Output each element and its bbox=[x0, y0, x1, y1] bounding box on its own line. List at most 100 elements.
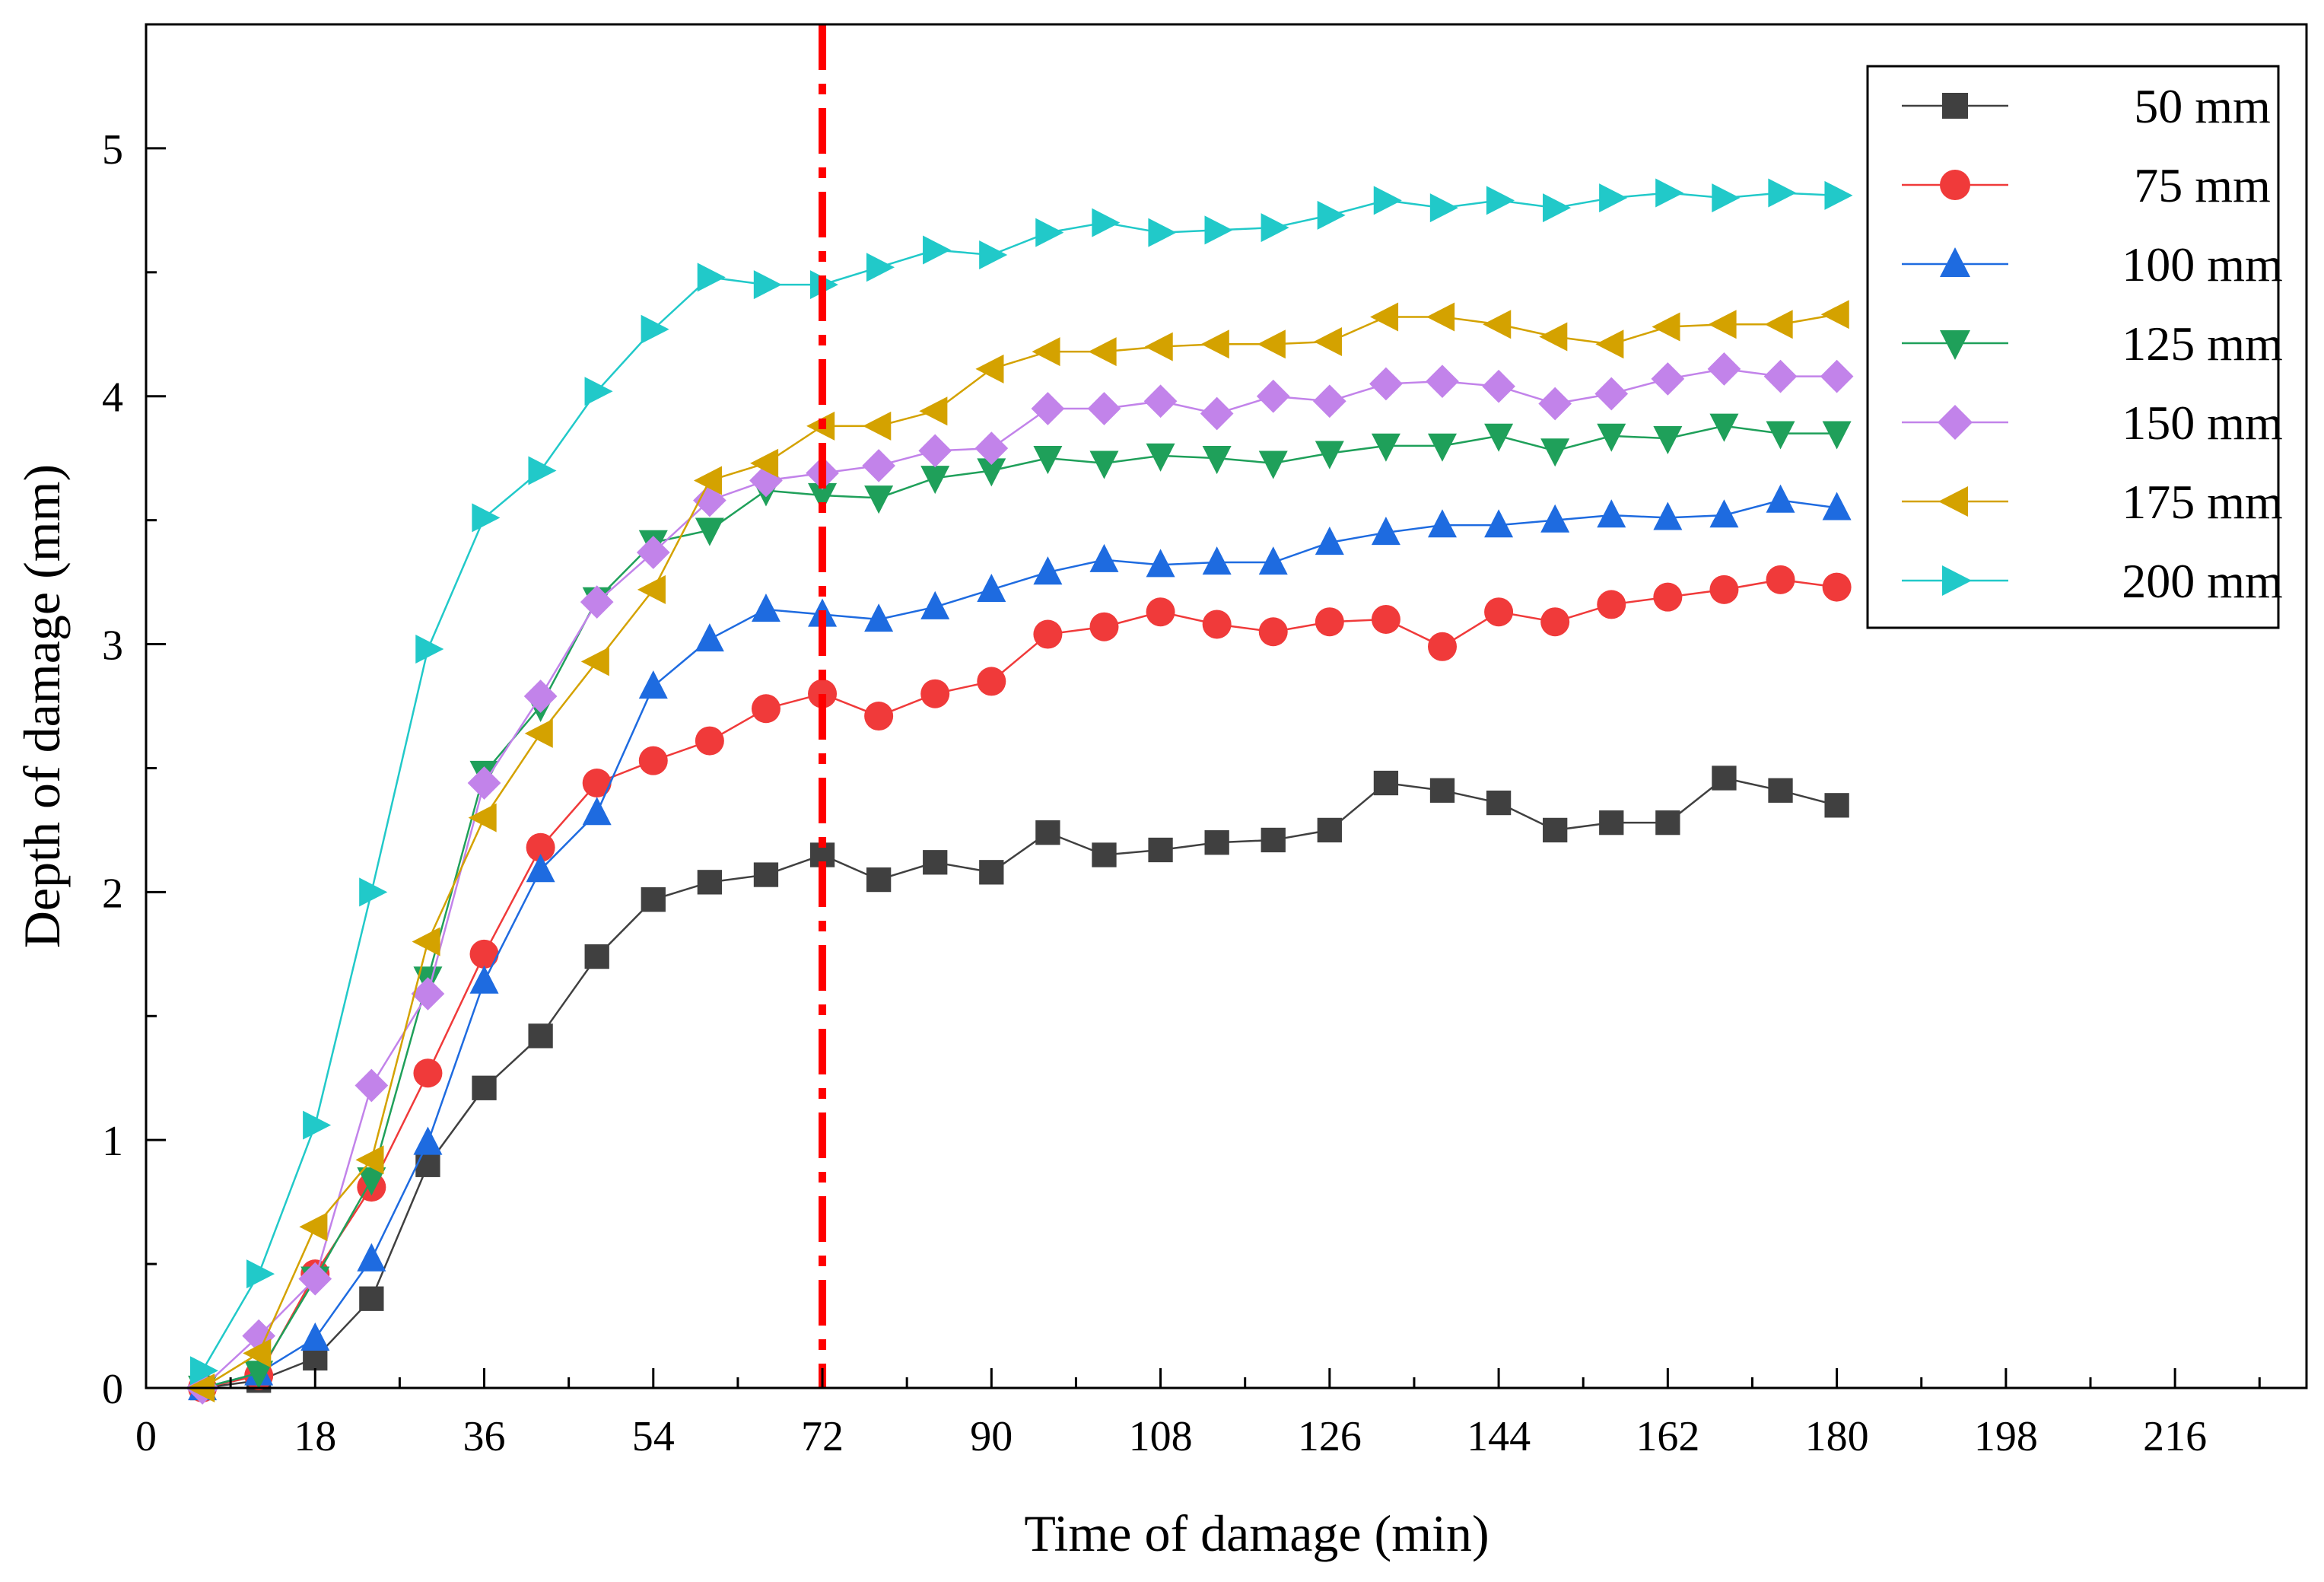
data-point bbox=[977, 573, 1006, 603]
data-point bbox=[1822, 492, 1852, 520]
data-point bbox=[1146, 549, 1175, 578]
data-point bbox=[413, 1058, 443, 1088]
data-point bbox=[1709, 499, 1739, 528]
data-point bbox=[977, 458, 1006, 487]
data-point bbox=[1599, 810, 1624, 836]
data-point bbox=[1543, 817, 1568, 843]
data-point bbox=[979, 860, 1004, 885]
y-tick-label: 3 bbox=[102, 622, 123, 670]
data-point bbox=[1712, 183, 1741, 213]
data-point bbox=[1543, 193, 1572, 223]
series-line bbox=[202, 499, 1837, 1389]
data-point bbox=[1373, 770, 1399, 796]
data-point bbox=[1597, 590, 1626, 619]
data-point bbox=[1655, 810, 1680, 836]
y-tick-label: 4 bbox=[102, 374, 123, 422]
data-point bbox=[299, 1212, 328, 1242]
legend-marker bbox=[1942, 93, 1968, 119]
data-point bbox=[300, 1322, 330, 1351]
data-point bbox=[1089, 543, 1119, 572]
data-point bbox=[1824, 180, 1853, 210]
y-tick-label: 1 bbox=[102, 1118, 123, 1165]
data-point bbox=[246, 1259, 275, 1289]
data-point bbox=[1315, 607, 1344, 637]
data-point bbox=[1820, 359, 1854, 393]
data-point bbox=[1709, 575, 1739, 604]
data-point bbox=[580, 647, 609, 676]
legend-marker bbox=[1940, 247, 1970, 277]
data-point bbox=[1768, 778, 1793, 803]
plot-area bbox=[186, 24, 1854, 1405]
data-point bbox=[641, 886, 666, 912]
x-tick-label: 90 bbox=[970, 1413, 1013, 1460]
data-point bbox=[303, 1110, 332, 1140]
data-point bbox=[918, 434, 952, 468]
data-point bbox=[1204, 830, 1229, 855]
data-point bbox=[1371, 604, 1400, 634]
data-point bbox=[1312, 384, 1346, 419]
x-tick-label: 162 bbox=[1636, 1413, 1699, 1460]
legend-marker bbox=[1938, 486, 1968, 517]
data-point bbox=[864, 702, 894, 731]
data-point bbox=[1824, 793, 1849, 818]
legend-label: 150 mm bbox=[2122, 396, 2283, 450]
data-point bbox=[1261, 213, 1289, 243]
data-point bbox=[1089, 612, 1119, 641]
x-tick-label: 0 bbox=[135, 1413, 157, 1460]
data-point bbox=[636, 536, 670, 569]
legend-marker bbox=[1942, 565, 1972, 596]
data-point bbox=[1822, 572, 1852, 602]
legend-label: 200 mm bbox=[2122, 554, 2283, 608]
x-tick-label: 144 bbox=[1467, 1413, 1531, 1460]
data-point bbox=[1370, 302, 1399, 332]
legend-label: 100 mm bbox=[2122, 237, 2283, 291]
data-point bbox=[1148, 218, 1177, 247]
y-tick-label: 5 bbox=[102, 126, 123, 173]
data-point bbox=[580, 585, 614, 619]
data-point bbox=[526, 832, 555, 862]
data-point bbox=[753, 862, 779, 887]
data-point bbox=[1033, 446, 1063, 475]
data-point bbox=[1653, 582, 1683, 612]
data-point bbox=[1653, 501, 1683, 530]
data-point bbox=[1599, 183, 1628, 213]
data-point bbox=[1707, 352, 1741, 386]
x-tick-label: 198 bbox=[1974, 1413, 2038, 1460]
legend-label: 175 mm bbox=[2122, 475, 2283, 529]
data-point bbox=[1764, 310, 1793, 339]
series-200-mm bbox=[189, 178, 1853, 1386]
data-point bbox=[524, 718, 553, 748]
data-point bbox=[357, 1243, 386, 1272]
data-point bbox=[242, 1319, 276, 1353]
data-point bbox=[1766, 421, 1795, 450]
legend-entry: 100 mm bbox=[1902, 237, 2283, 291]
legend-entry: 50 mm bbox=[1902, 79, 2271, 133]
data-point bbox=[1539, 322, 1568, 352]
data-point bbox=[1202, 446, 1232, 475]
data-point bbox=[298, 1262, 332, 1296]
data-point bbox=[468, 803, 497, 832]
data-point bbox=[923, 235, 952, 265]
data-point bbox=[1820, 300, 1849, 329]
data-point bbox=[697, 263, 726, 292]
data-point bbox=[1486, 186, 1515, 215]
data-point bbox=[1595, 329, 1624, 359]
series-75-mm bbox=[188, 565, 1852, 1402]
data-point bbox=[638, 746, 668, 775]
data-point bbox=[1317, 817, 1342, 843]
data-point bbox=[1035, 218, 1064, 247]
data-point bbox=[1429, 778, 1455, 803]
x-tick-label: 126 bbox=[1298, 1413, 1362, 1460]
legend-label: 50 mm bbox=[2134, 79, 2271, 133]
data-point bbox=[1031, 392, 1065, 425]
x-tick-label: 18 bbox=[294, 1413, 336, 1460]
data-point bbox=[1035, 820, 1060, 845]
data-point bbox=[1486, 790, 1512, 816]
x-tick-label: 54 bbox=[632, 1413, 675, 1460]
x-tick-label: 72 bbox=[801, 1413, 844, 1460]
data-point bbox=[753, 270, 782, 300]
data-point bbox=[1655, 178, 1684, 208]
data-point bbox=[412, 927, 440, 957]
data-point bbox=[472, 1075, 497, 1100]
